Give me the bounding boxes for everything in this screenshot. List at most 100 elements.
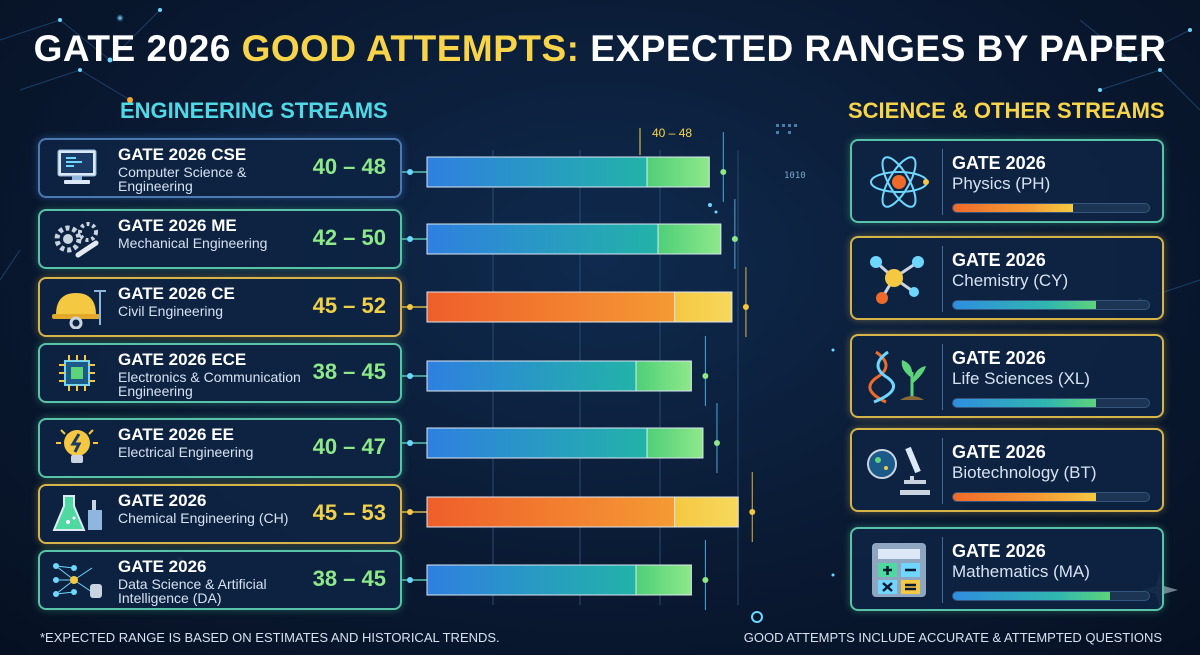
paper-subject: Mathematics (MA) [952, 562, 1090, 581]
bar-lower-ece [426, 360, 637, 392]
attempt-range: 38 – 45 [312, 566, 386, 591]
microscope-icon [864, 442, 934, 500]
progress-fill [953, 399, 1097, 407]
bar-end-dot [702, 577, 709, 583]
paper-description: Data Science & Artificial Intelligence (… [118, 576, 267, 606]
paper-subject: Life Sciences (XL) [952, 369, 1090, 388]
paper-name: GATE 2026 [952, 442, 1046, 462]
binary-decoration-label: 1010 [784, 171, 806, 181]
page-title: GATE 2026 GOOD ATTEMPTS: EXPECTED RANGES… [33, 28, 1167, 69]
attempt-range: 40 – 47 [312, 434, 386, 459]
paper-subject: Chemistry (CY) [952, 271, 1069, 290]
bar-extension-cse [646, 156, 710, 188]
gears-wrench-icon [48, 217, 106, 261]
bar-extension-da [635, 564, 692, 596]
progress-track [952, 591, 1150, 601]
engineering-card: GATE 2026 ME Mechanical Engineering 42 – 5… [38, 209, 402, 269]
engineering-card: GATE 2026 CSE Computer Science & Engineer… [38, 138, 402, 198]
progress-fill [953, 493, 1097, 501]
microchip-icon [48, 351, 106, 395]
engineering-card: GATE 2026 EE Electrical Engineering 40 – 4… [38, 418, 402, 478]
atom-icon [864, 153, 934, 211]
science-card: GATE 2026 Mathematics (MA) [850, 527, 1164, 611]
dna-plant-icon [864, 348, 934, 406]
attempt-range: 40 – 48 [312, 154, 386, 179]
bar-extension-ee [646, 427, 704, 459]
computer-code-icon [48, 146, 106, 190]
attempt-range: 45 – 53 [312, 500, 386, 525]
bar-end-dot [702, 373, 709, 379]
helmet-crane-icon [48, 285, 106, 330]
lightbulb-icon [48, 426, 106, 470]
engineering-streams-heading: ENGINEERING STREAMS [120, 98, 388, 123]
paper-description: Chemical Engineering (CH) [118, 510, 289, 526]
bar-lower-ce [426, 291, 676, 323]
connector-dot [407, 509, 413, 515]
attempt-range: 38 – 45 [312, 359, 386, 384]
card-divider [942, 344, 943, 410]
paper-description: Civil Engineering [118, 303, 224, 319]
progress-fill [953, 592, 1110, 600]
paper-subject: Biotechnology (BT) [952, 463, 1097, 482]
flask-factory-icon [48, 492, 106, 536]
progress-track [952, 398, 1150, 408]
bar-lower-da [426, 564, 637, 596]
card-divider [942, 246, 943, 312]
decor-ring [751, 611, 763, 623]
connector-dot [407, 304, 413, 310]
bar-extension-ch [674, 496, 739, 528]
paper-name: GATE 2026 CSE [118, 145, 247, 164]
paper-name: GATE 2026 [118, 491, 207, 510]
molecule-icon [864, 250, 934, 308]
paper-name: GATE 2026 [952, 153, 1046, 173]
bar-extension-ece [635, 360, 692, 392]
attempt-range: 42 – 50 [312, 225, 386, 250]
paper-description: Mechanical Engineering [118, 235, 268, 251]
paper-description: Electronics & Communication Engineering [118, 369, 301, 399]
progress-track [952, 203, 1150, 213]
connector-dot [407, 169, 413, 175]
connector-dot [407, 373, 413, 379]
bar-end-dot [713, 440, 720, 446]
top-range-marker-label: 40 – 48 [652, 126, 692, 140]
progress-fill [953, 301, 1097, 309]
paper-name: GATE 2026 EE [118, 425, 234, 444]
paper-name: GATE 2026 [118, 557, 207, 576]
bar-extension-ce [674, 291, 733, 323]
bar-end-dot [749, 509, 756, 515]
card-divider [942, 149, 943, 215]
connector-dot [407, 577, 413, 583]
paper-description: Computer Science & Engineering [118, 164, 247, 194]
science-card: GATE 2026 Life Sciences (XL) [850, 334, 1164, 418]
connector-dot [407, 440, 413, 446]
paper-name: GATE 2026 [952, 541, 1046, 561]
bar-lower-me [426, 223, 659, 255]
engineering-card: GATE 2026 Data Science & Artificial Intel… [38, 550, 402, 610]
bar-end-dot [742, 304, 749, 310]
paper-name: GATE 2026 [952, 348, 1046, 368]
paper-name: GATE 2026 CE [118, 284, 235, 303]
paper-description: Electrical Engineering [118, 444, 254, 460]
science-card: GATE 2026 Chemistry (CY) [850, 236, 1164, 320]
bar-lower-ch [426, 496, 676, 528]
bar-end-dot [731, 236, 738, 242]
footnote-estimates: *EXPECTED RANGE IS BASED ON ESTIMATES AN… [40, 630, 500, 645]
neural-network-icon [48, 558, 106, 602]
science-card: GATE 2026 Biotechnology (BT) [850, 428, 1164, 512]
card-divider [942, 438, 943, 504]
calculator-icon [864, 541, 934, 599]
paper-subject: Physics (PH) [952, 174, 1051, 193]
progress-track [952, 300, 1150, 310]
bar-end-dot [720, 169, 727, 175]
paper-name: GATE 2026 ECE [118, 350, 247, 369]
bar-lower-cse [426, 156, 648, 188]
connector-dot [407, 236, 413, 242]
attempt-range: 45 – 52 [312, 293, 386, 318]
progress-fill [953, 204, 1073, 212]
science-card: GATE 2026 Physics (PH) [850, 139, 1164, 223]
science-streams-heading: SCIENCE & OTHER STREAMS [848, 98, 1165, 123]
engineering-card: GATE 2026 CE Civil Engineering 45 – 52 [38, 277, 402, 337]
engineering-card: GATE 2026 Chemical Engineering (CH) 45 – 5… [38, 484, 402, 544]
card-divider [942, 537, 943, 603]
